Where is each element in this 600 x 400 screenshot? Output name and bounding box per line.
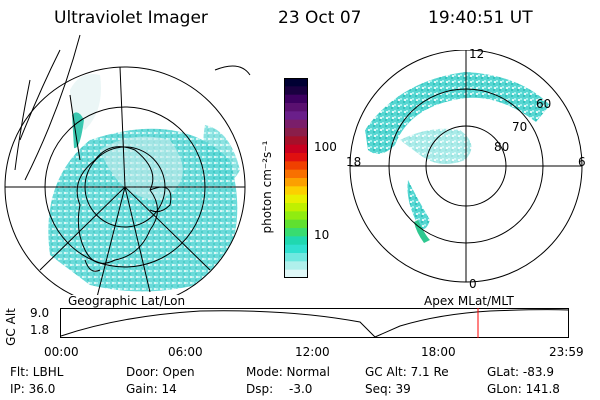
instrument-title: Ultraviolet Imager — [54, 8, 208, 28]
colorbar-tick-10: 10 — [314, 228, 330, 242]
x-tick-0000: 00:00 — [44, 345, 79, 359]
mlt-label-12: 12 — [469, 47, 485, 61]
geographic-map — [4, 34, 251, 295]
colorbar-step — [284, 128, 308, 137]
aurora-image-right — [365, 72, 550, 243]
colorbar-step — [284, 161, 308, 171]
mlat-label-70: 70 — [512, 120, 528, 134]
gc-alt-info: GC Alt: 7.1 Re — [365, 365, 449, 379]
ip-info: IP: 36.0 — [10, 382, 56, 396]
colorbar-step — [284, 78, 308, 87]
filter-info: Flt: LBHL — [10, 365, 64, 379]
altitude-plot — [60, 308, 570, 338]
colorbar-step — [284, 269, 308, 278]
colorbar-step — [284, 236, 308, 246]
glon-info: GLon: 141.8 — [487, 382, 560, 396]
mlt-label-0: 0 — [469, 277, 477, 291]
colorbar-step — [284, 228, 308, 237]
colorbar — [284, 78, 308, 278]
mode-info: Mode: Normal — [246, 365, 330, 379]
time-label: 19:40:51 UT — [428, 8, 533, 28]
colorbar-step — [284, 178, 308, 187]
magnetic-caption: Apex MLat/MLT — [424, 294, 514, 308]
colorbar-step — [284, 194, 308, 204]
magnetic-map — [349, 50, 583, 283]
y-tick-9: 9.0 — [30, 306, 50, 320]
colorbar-step — [284, 261, 308, 271]
colorbar-tick-100: 100 — [314, 140, 337, 154]
colorbar-step — [284, 86, 308, 96]
mlt-label-18: 18 — [346, 155, 362, 169]
colorbar-step — [284, 119, 308, 129]
mlat-label-60: 60 — [536, 97, 552, 111]
colorbar-step — [284, 219, 308, 229]
colorbar-step — [284, 153, 308, 162]
mlat-label-80: 80 — [494, 140, 510, 154]
dsp-info-value: -3.0 — [289, 382, 313, 396]
gc-alt-axis-label: GC Alt — [4, 308, 18, 346]
colorbar-step — [284, 94, 308, 104]
colorbar-step — [284, 169, 308, 179]
seq-info: Seq: 39 — [365, 382, 411, 396]
colorbar-step — [284, 111, 308, 121]
date-label: 23 Oct 07 — [278, 8, 362, 28]
x-tick-1800: 18:00 — [421, 345, 456, 359]
x-tick-1200: 12:00 — [295, 345, 330, 359]
x-tick-2359: 23:59 — [549, 345, 584, 359]
colorbar-step — [284, 203, 308, 212]
colorbar-step — [284, 136, 308, 146]
dsp-info-label: Dsp: — [246, 382, 274, 396]
antarctica-outline — [14, 34, 251, 272]
colorbar-step — [284, 103, 308, 112]
colorbar-unit-label: photon cm⁻²s⁻¹ — [260, 140, 274, 234]
gain-info: Gain: 14 — [126, 382, 177, 396]
colorbar-step — [284, 186, 308, 196]
colorbar-step — [284, 144, 308, 154]
colorbar-step — [284, 211, 308, 221]
aurora-image-left — [48, 74, 240, 292]
glat-info: GLat: -83.9 — [487, 365, 554, 379]
colorbar-step — [284, 253, 308, 262]
y-tick-1-8: 1.8 — [30, 323, 50, 337]
door-info: Door: Open — [126, 365, 195, 379]
colorbar-step — [284, 244, 308, 254]
mlt-label-6: 6 — [578, 155, 586, 169]
x-tick-0600: 06:00 — [168, 345, 203, 359]
geographic-caption: Geographic Lat/Lon — [68, 294, 186, 308]
